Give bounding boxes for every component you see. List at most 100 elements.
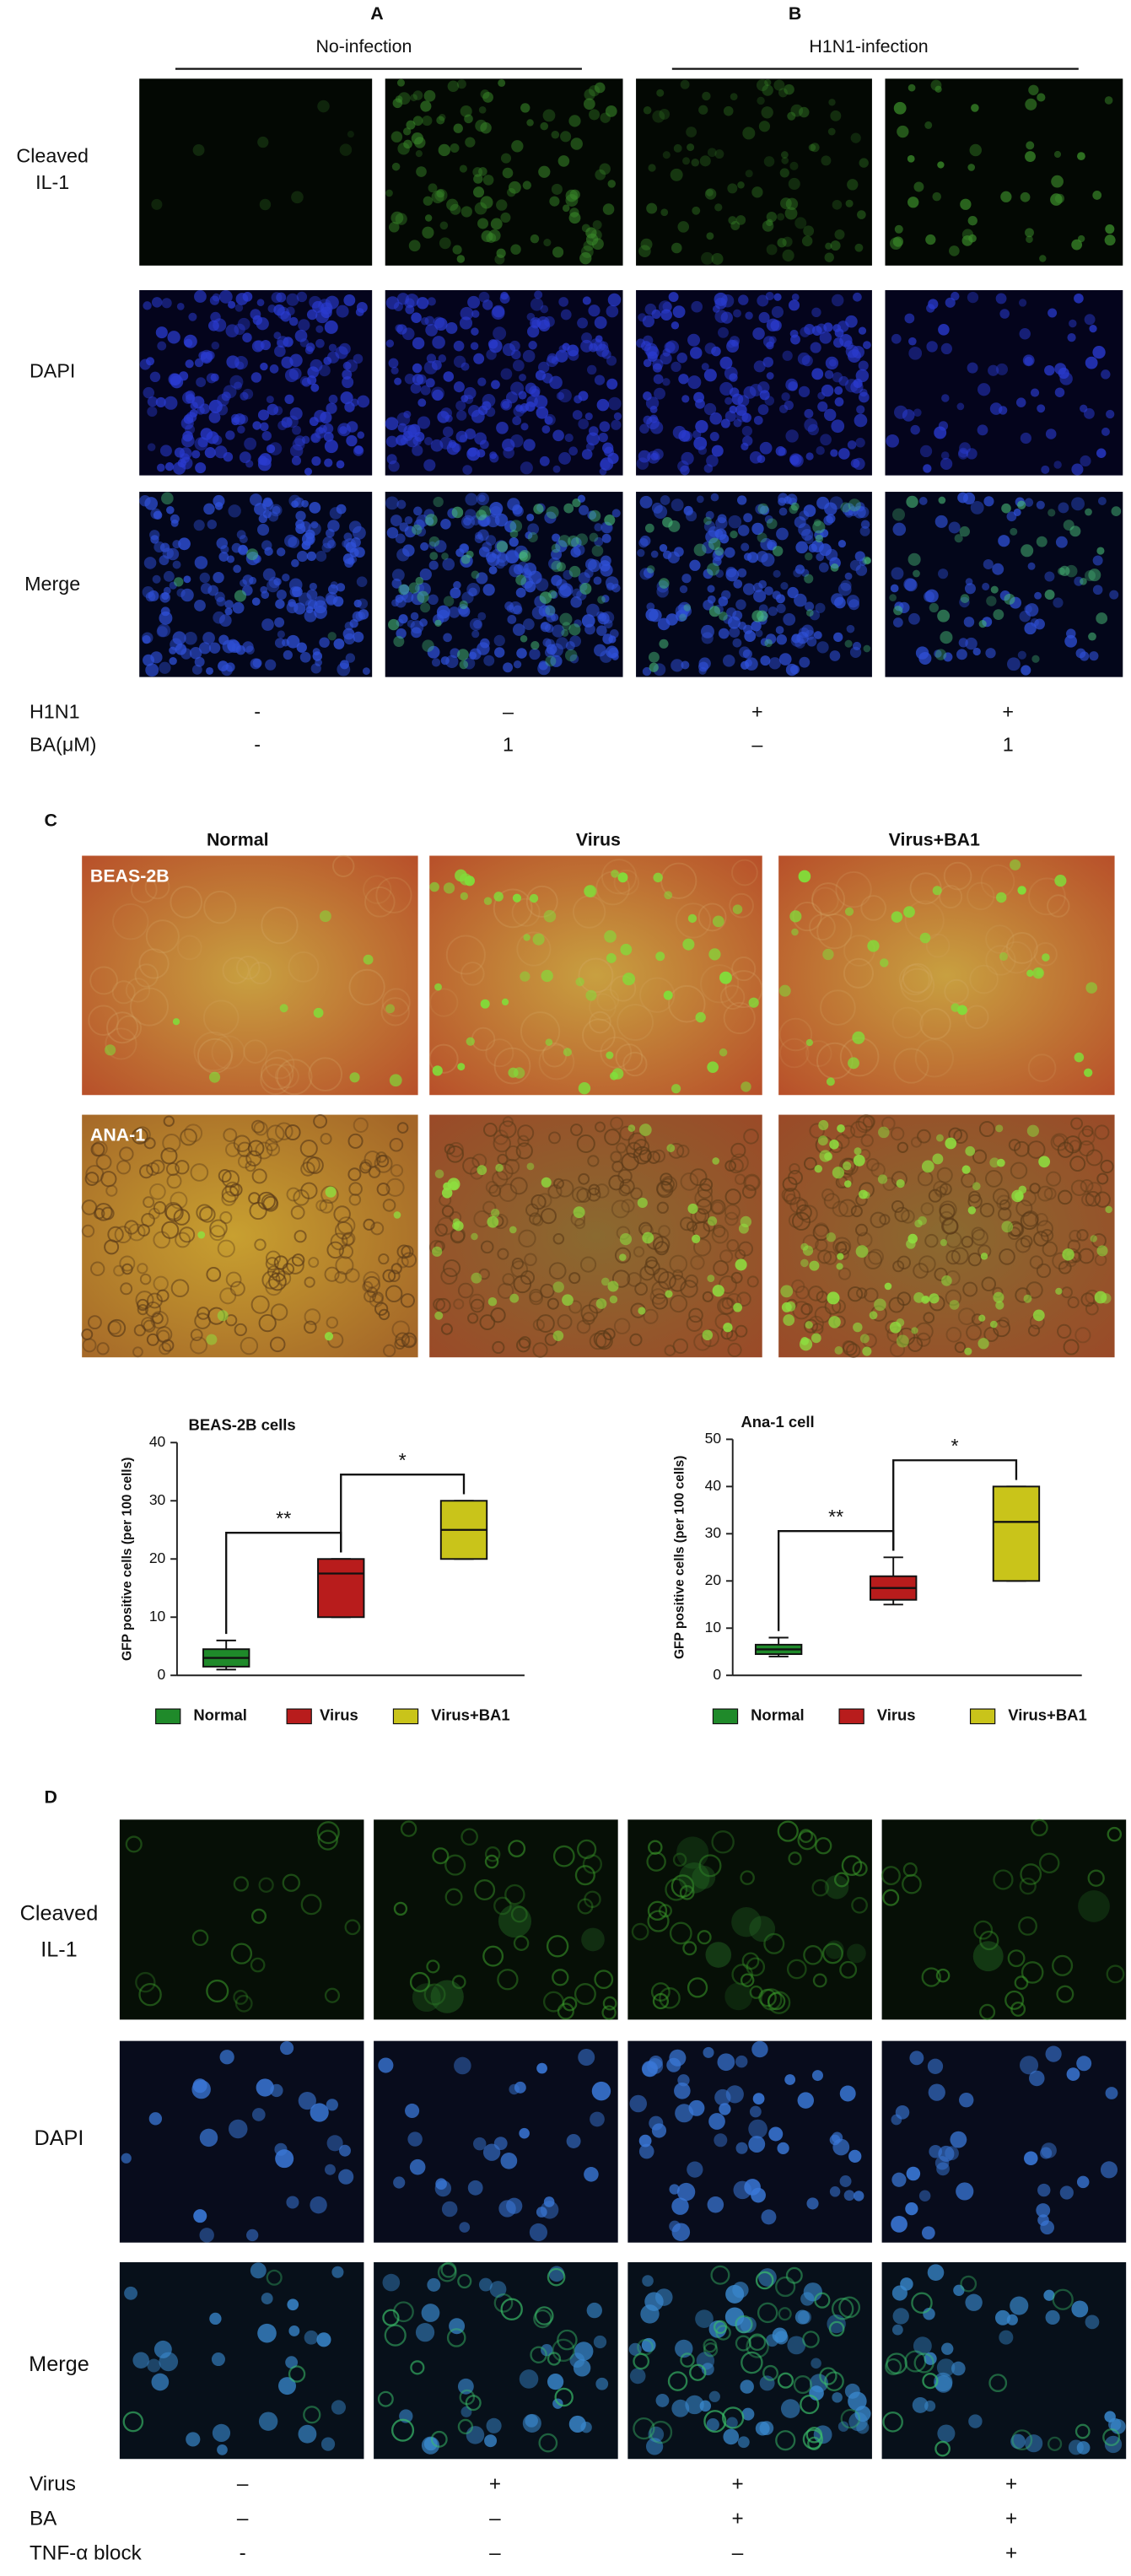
cell bbox=[556, 562, 566, 572]
cell bbox=[741, 1952, 760, 1970]
cell bbox=[496, 553, 509, 567]
cell bbox=[1020, 1235, 1033, 1248]
cell bbox=[965, 637, 978, 650]
cell bbox=[1087, 1869, 1105, 1887]
cell bbox=[712, 550, 724, 562]
cell bbox=[260, 339, 272, 351]
cell bbox=[1008, 1139, 1021, 1151]
cell bbox=[886, 2352, 907, 2374]
cell bbox=[608, 1174, 625, 1191]
cell bbox=[637, 2338, 654, 2356]
cell bbox=[490, 1208, 500, 1218]
cell bbox=[949, 1300, 960, 1310]
cell bbox=[556, 637, 568, 649]
micrograph bbox=[119, 1819, 364, 2020]
cell bbox=[292, 438, 305, 451]
cell bbox=[228, 504, 241, 518]
cell bbox=[557, 535, 571, 547]
cell bbox=[295, 520, 305, 530]
cell bbox=[820, 434, 832, 446]
cell bbox=[316, 2332, 331, 2347]
cell bbox=[500, 212, 511, 223]
cell bbox=[701, 251, 714, 265]
condition-name: BA bbox=[30, 2508, 57, 2530]
cell bbox=[455, 548, 465, 558]
cell bbox=[870, 1162, 886, 1178]
cell bbox=[432, 389, 444, 401]
cell bbox=[327, 584, 338, 595]
cell bbox=[206, 1979, 229, 2003]
cell bbox=[269, 1336, 286, 1353]
cell bbox=[245, 1150, 262, 1167]
cell bbox=[693, 1238, 712, 1257]
cell bbox=[985, 648, 996, 659]
cell bbox=[957, 1005, 967, 1016]
cell bbox=[763, 156, 775, 167]
cell bbox=[274, 345, 286, 358]
cell bbox=[622, 1051, 648, 1077]
cell bbox=[978, 1121, 995, 1137]
cell bbox=[344, 1919, 361, 1936]
cell bbox=[893, 606, 903, 616]
cell bbox=[434, 2180, 452, 2197]
cell bbox=[515, 587, 526, 598]
cell bbox=[870, 1211, 886, 1229]
cell bbox=[599, 341, 609, 351]
cell bbox=[638, 1124, 652, 1136]
cell bbox=[880, 958, 889, 967]
cell bbox=[1004, 593, 1015, 605]
cell bbox=[591, 2081, 611, 2101]
cell bbox=[619, 1253, 627, 1261]
cell bbox=[534, 395, 548, 409]
cell bbox=[324, 2164, 336, 2175]
cell bbox=[595, 2377, 609, 2390]
cell bbox=[305, 342, 315, 353]
cell bbox=[328, 343, 337, 352]
y-tick-label: 50 bbox=[705, 1430, 722, 1447]
cell bbox=[431, 658, 441, 667]
cell bbox=[551, 130, 560, 139]
cell bbox=[805, 601, 815, 612]
cell bbox=[707, 2196, 724, 2213]
cell bbox=[425, 514, 438, 526]
cell bbox=[821, 1188, 835, 1202]
cell bbox=[546, 1935, 569, 1958]
cell bbox=[800, 1337, 810, 1345]
cell bbox=[484, 2434, 498, 2448]
cell bbox=[764, 78, 772, 87]
cell bbox=[777, 2142, 789, 2155]
cell bbox=[348, 520, 362, 534]
cell bbox=[393, 1211, 401, 1219]
cell bbox=[715, 569, 724, 578]
cell bbox=[247, 1140, 265, 1157]
cell bbox=[703, 520, 716, 532]
cell bbox=[807, 2436, 821, 2451]
cell bbox=[706, 563, 720, 576]
cell bbox=[629, 1333, 643, 1346]
cell bbox=[905, 2202, 918, 2216]
cell bbox=[638, 1307, 646, 1315]
cell bbox=[390, 366, 399, 375]
cell bbox=[237, 317, 250, 331]
cell bbox=[491, 306, 505, 320]
cell bbox=[441, 552, 449, 560]
cell bbox=[1021, 544, 1034, 558]
cell bbox=[917, 1129, 931, 1144]
cell bbox=[432, 1847, 450, 1865]
cell bbox=[526, 312, 536, 321]
cell bbox=[760, 655, 771, 666]
cell bbox=[701, 1328, 719, 1348]
cell bbox=[811, 1333, 821, 1344]
cell bbox=[868, 1248, 884, 1265]
cell bbox=[707, 1216, 718, 1226]
cell bbox=[270, 1303, 288, 1321]
cell bbox=[167, 331, 180, 344]
cell bbox=[516, 931, 552, 967]
cell bbox=[234, 413, 246, 425]
cell bbox=[934, 2374, 953, 2393]
cell bbox=[777, 2372, 794, 2389]
cell bbox=[545, 605, 556, 616]
cell bbox=[132, 1127, 148, 1145]
cell bbox=[1051, 175, 1064, 188]
